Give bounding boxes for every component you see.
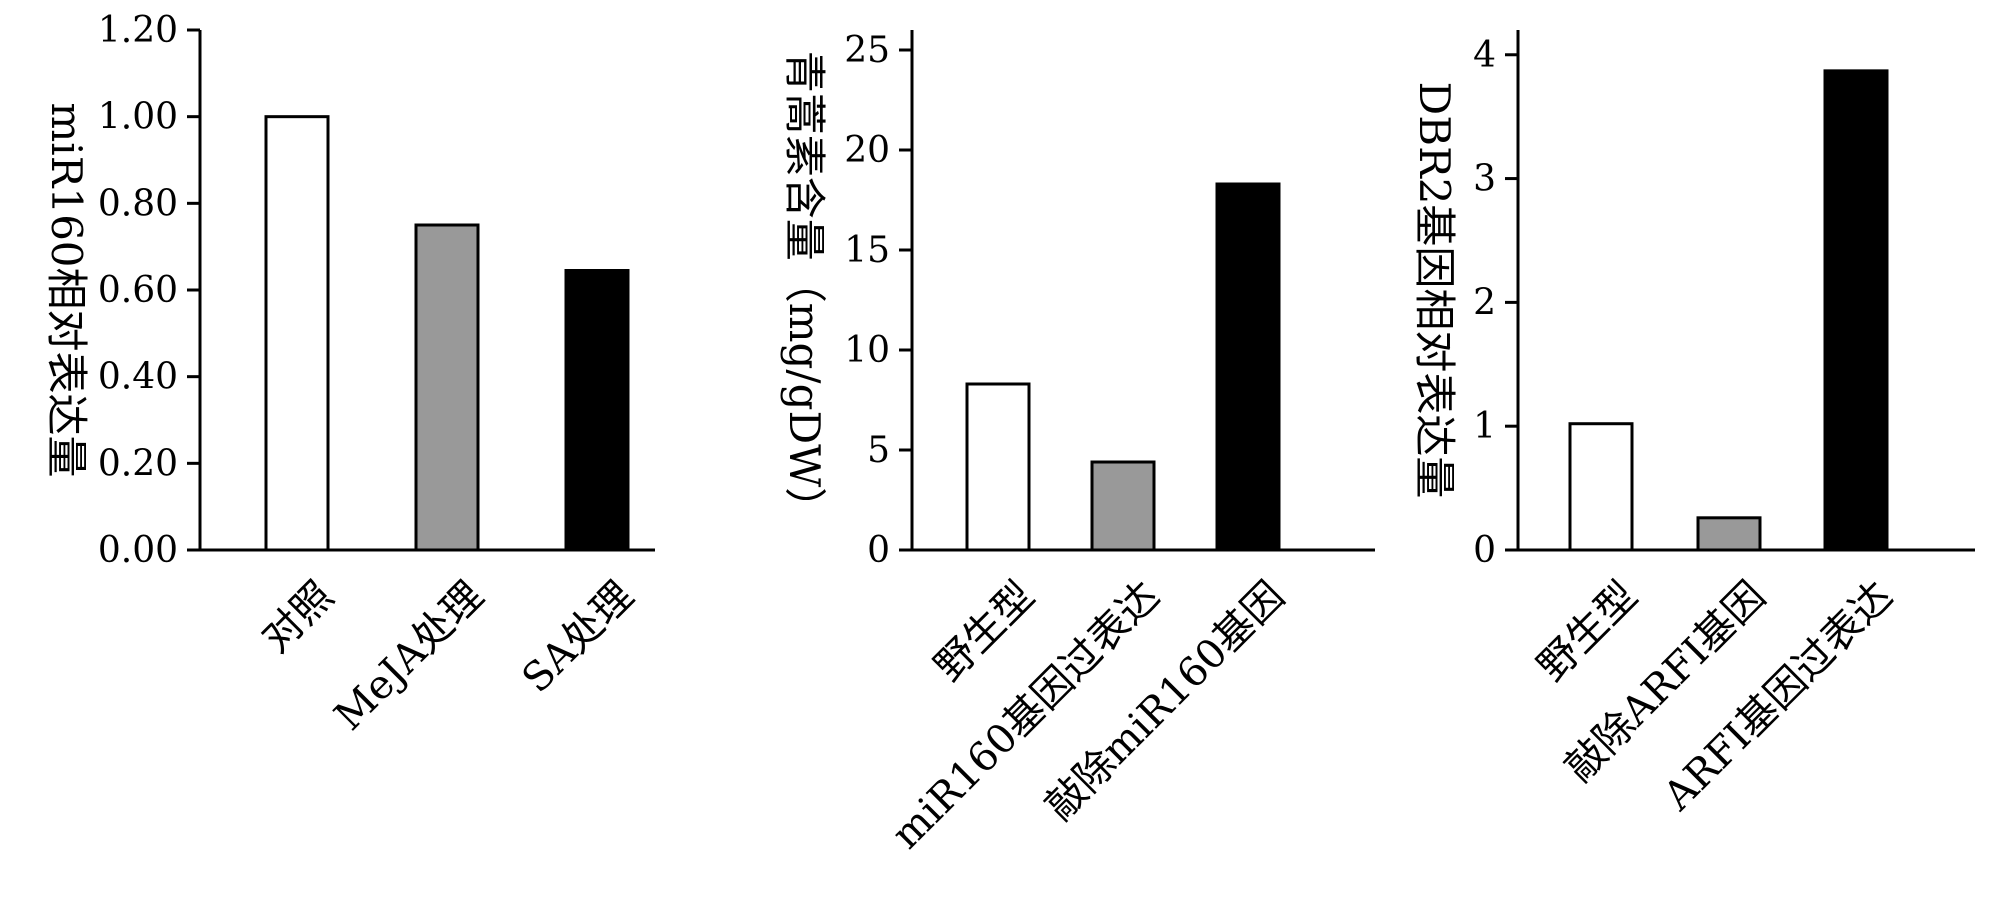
y-tick-label: 1.00 [98,97,178,138]
y-tick-label: 0.20 [98,443,178,484]
bar-3 [1823,69,1889,552]
bar-1 [965,382,1031,552]
y-tick-label: 0.80 [98,183,178,224]
y-tick-label: 15 [844,230,890,271]
y-tick-label: 20 [844,130,890,171]
bar-1 [1568,422,1634,552]
y-tick-label: 0 [1473,530,1496,571]
y-tick-label: 0.00 [98,530,178,571]
y-tick-label: 25 [844,30,890,71]
y-tick-label: 0.40 [98,357,178,398]
y-tick-label: 0 [867,530,890,571]
bar-3 [564,269,630,552]
x-category-label: 野生型 [1529,573,1646,690]
x-category-label: MeJA处理 [326,573,493,740]
y-tick-label: 3 [1473,159,1496,200]
x-category-label: 野生型 [926,573,1043,690]
chart-panel-2: 0510152025野生型miR160基因过表达敲除miR160基因青蒿素含量（… [780,30,1375,858]
y-axis-title: 青蒿素含量（mg/gDW） [780,51,829,530]
x-category-label: 敲除miR160基因 [1037,573,1294,830]
x-category-label: ARFI基因过表达 [1654,573,1901,820]
y-tick-label: 10 [844,330,890,371]
y-tick-label: 4 [1473,35,1496,76]
bar-3 [1215,182,1281,552]
y-axis-title: DBR2基因相对表达量 [1410,82,1459,499]
x-category-label: SA处理 [514,573,643,702]
y-axis-title: miR160相对表达量 [42,102,91,477]
y-tick-label: 0.60 [98,270,178,311]
y-tick-label: 1 [1473,406,1496,447]
x-category-label: 对照 [253,573,342,662]
y-tick-label: 1.20 [98,10,178,51]
bar-2 [1696,516,1762,552]
y-tick-label: 5 [867,430,890,471]
bar-2 [414,223,480,552]
bar-1 [264,115,330,552]
bar-2 [1090,460,1156,552]
y-tick-label: 2 [1473,282,1496,323]
